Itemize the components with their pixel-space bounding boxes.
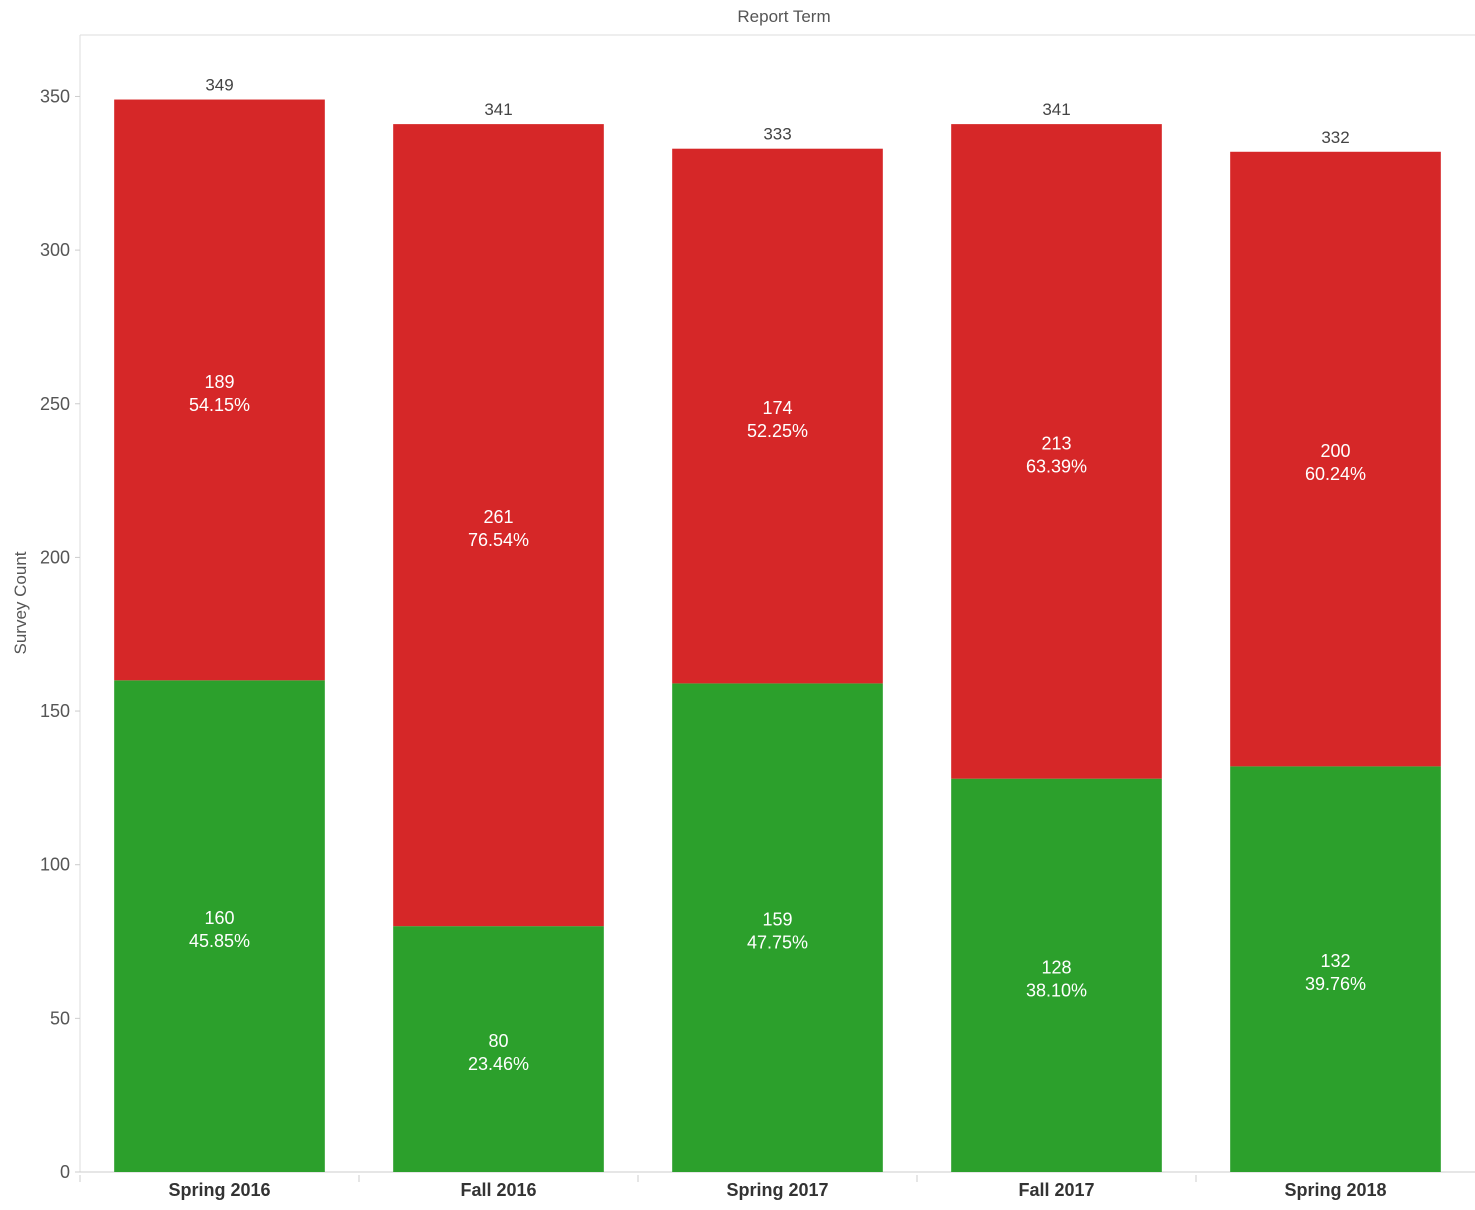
bar-total-label: 341 xyxy=(1042,100,1070,119)
bar-segment-green xyxy=(114,680,325,1172)
segment-count-label: 261 xyxy=(483,507,513,527)
bar-total-label: 341 xyxy=(484,100,512,119)
bars: 160 45.85% 189 54.15% 349 80 23.46% 261 76.54% 34… xyxy=(114,76,1441,1172)
segment-count-label: 174 xyxy=(762,398,792,418)
bar-segment-green xyxy=(672,683,883,1172)
segment-percent-label: 54.15% xyxy=(189,395,250,415)
y-tick-label: 250 xyxy=(40,394,70,414)
bar-total-label: 349 xyxy=(205,76,233,95)
x-category-label: Fall 2016 xyxy=(460,1180,536,1200)
segment-percent-label: 23.46% xyxy=(468,1054,529,1074)
x-category-label: Spring 2016 xyxy=(168,1180,270,1200)
bar-segment-green xyxy=(1230,766,1441,1172)
bar-total-label: 333 xyxy=(763,125,791,144)
x-category-label: Fall 2017 xyxy=(1018,1180,1094,1200)
segment-count-label: 128 xyxy=(1041,957,1071,977)
x-category-label: Spring 2018 xyxy=(1284,1180,1386,1200)
segment-percent-label: 60.24% xyxy=(1305,464,1366,484)
bar-segment-red xyxy=(672,148,883,684)
segment-percent-label: 63.39% xyxy=(1026,456,1087,476)
y-tick-label: 50 xyxy=(50,1008,70,1028)
y-tick-label: 0 xyxy=(60,1162,70,1182)
bar-segment-red xyxy=(1230,151,1441,767)
segment-percent-label: 52.25% xyxy=(747,421,808,441)
segment-count-label: 160 xyxy=(204,908,234,928)
segment-count-label: 189 xyxy=(204,372,234,392)
y-tick-label: 200 xyxy=(40,547,70,567)
x-axis-labels: Spring 2016 Fall 2016 Spring 2017 Fall 2017… xyxy=(79,1175,1387,1200)
y-axis-ticks: 0 50 100 150 200 250 300 350 xyxy=(40,86,80,1182)
y-tick-label: 350 xyxy=(40,86,70,106)
segment-count-label: 200 xyxy=(1320,441,1350,461)
y-axis-title: Survey Count xyxy=(11,551,30,654)
bar-segment-green xyxy=(393,926,604,1172)
bar-total-label: 332 xyxy=(1321,128,1349,147)
bar-segment-red xyxy=(393,124,604,927)
segment-percent-label: 38.10% xyxy=(1026,980,1087,1000)
bar-segment-red xyxy=(951,124,1162,779)
segment-percent-label: 39.76% xyxy=(1305,974,1366,994)
bar-segment-red xyxy=(114,99,325,681)
segment-count-label: 213 xyxy=(1041,433,1071,453)
segment-percent-label: 47.75% xyxy=(747,933,808,953)
segment-percent-label: 76.54% xyxy=(468,530,529,550)
segment-count-label: 159 xyxy=(762,910,792,930)
x-category-label: Spring 2017 xyxy=(726,1180,828,1200)
segment-count-label: 132 xyxy=(1320,951,1350,971)
chart-title: Report Term xyxy=(737,7,830,26)
y-tick-label: 100 xyxy=(40,855,70,875)
y-tick-label: 150 xyxy=(40,701,70,721)
bar-segment-green xyxy=(951,778,1162,1172)
segment-percent-label: 45.85% xyxy=(189,931,250,951)
y-tick-label: 300 xyxy=(40,240,70,260)
segment-count-label: 80 xyxy=(488,1031,508,1051)
